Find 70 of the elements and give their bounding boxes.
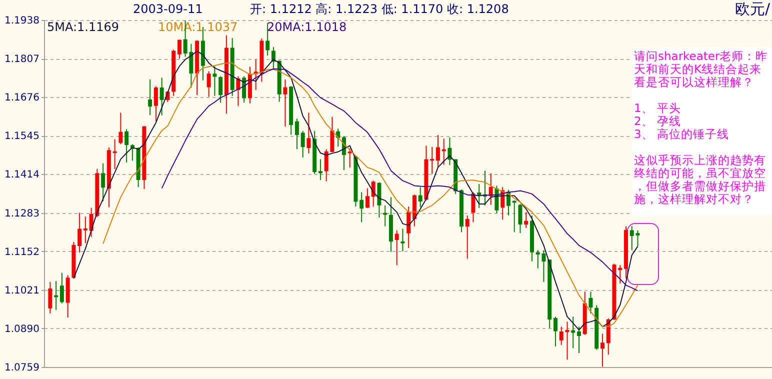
candlestick xyxy=(606,318,610,356)
y-tick-label: 1.1021 xyxy=(4,285,40,296)
candlestick xyxy=(430,146,434,174)
text: 开: 1.1212 高: 1.1223 低: 1.1170 收: 1.1208 xyxy=(250,2,509,16)
candlestick xyxy=(436,134,440,168)
text: 2003-09-11 xyxy=(133,2,203,16)
candlestick xyxy=(177,39,182,60)
y-tick-label: 1.1938 xyxy=(4,16,40,26)
candlestick xyxy=(512,200,516,233)
candlestick xyxy=(524,212,528,229)
candlestick xyxy=(60,272,64,304)
candlestick xyxy=(365,188,370,209)
candlestick xyxy=(294,118,299,150)
text: 欧元/ xyxy=(734,0,770,18)
y-tick-label: 1.1807 xyxy=(4,54,40,66)
candlestick xyxy=(360,192,364,223)
candlestick xyxy=(148,78,152,116)
candlestick xyxy=(477,183,482,209)
y-tick-label: 1.1414 xyxy=(4,170,40,181)
y-tick-label: 1.0890 xyxy=(4,324,40,335)
candlestick xyxy=(394,230,399,266)
y-tick-label: 1.1152 xyxy=(4,246,40,258)
candlestick xyxy=(83,216,88,244)
candlestick xyxy=(266,22,270,56)
annotation: 请问sharkeater老师：昨天和前天的K线结合起来看是否可以这样理解？ xyxy=(634,49,769,89)
y-tick-label: 1.1676 xyxy=(4,92,40,104)
candlestick xyxy=(48,281,52,314)
candlestick xyxy=(318,158,322,181)
candlestick xyxy=(218,76,223,104)
candlestick xyxy=(300,130,305,158)
candlestick xyxy=(112,138,117,170)
candlestick xyxy=(124,128,129,163)
candlestick xyxy=(471,192,476,223)
candlestick xyxy=(400,228,405,252)
candlestick xyxy=(576,326,581,354)
candlestick xyxy=(442,138,446,166)
candlestick xyxy=(588,291,593,314)
candlestick xyxy=(118,112,123,145)
candlestick xyxy=(206,70,211,98)
candlestick xyxy=(518,203,522,234)
candlestick xyxy=(160,77,164,116)
annotation: 2、 孕线 xyxy=(634,114,682,128)
candlestick xyxy=(412,194,416,227)
candlestick xyxy=(54,280,58,310)
y-tick-label: 1.1545 xyxy=(4,131,40,142)
candlestick xyxy=(101,162,106,202)
candlestick xyxy=(406,206,411,249)
candlestick xyxy=(377,182,382,218)
text: 20MA:1.1018 xyxy=(267,20,347,34)
candlestick xyxy=(418,186,422,208)
annotation: 1、 平头 xyxy=(634,101,682,115)
annotation: 这似乎预示上涨的趋势有终结的可能，虽不宜放空，但做多者需做好保护措施，这样理解对不对？ xyxy=(634,153,767,206)
candlestick xyxy=(383,204,388,227)
candlestick xyxy=(618,264,622,284)
y-tick-label: 1.0759 xyxy=(4,362,40,374)
annotation: 3、 高位的锤子线 xyxy=(634,127,730,141)
candlestick xyxy=(571,316,576,349)
candlestick xyxy=(283,78,288,128)
candlestick xyxy=(600,333,604,368)
candlestick xyxy=(553,316,558,347)
text: 5MA:1.1169 xyxy=(47,20,120,34)
candlestick xyxy=(271,46,276,70)
candlestick xyxy=(212,66,217,96)
candlestick xyxy=(306,112,311,154)
candlestick xyxy=(465,214,470,260)
candlestick xyxy=(78,212,82,254)
candlestick xyxy=(348,148,352,168)
candlestick xyxy=(371,180,376,208)
y-tick-label: 1.1283 xyxy=(4,208,40,220)
candlestick xyxy=(154,86,158,122)
